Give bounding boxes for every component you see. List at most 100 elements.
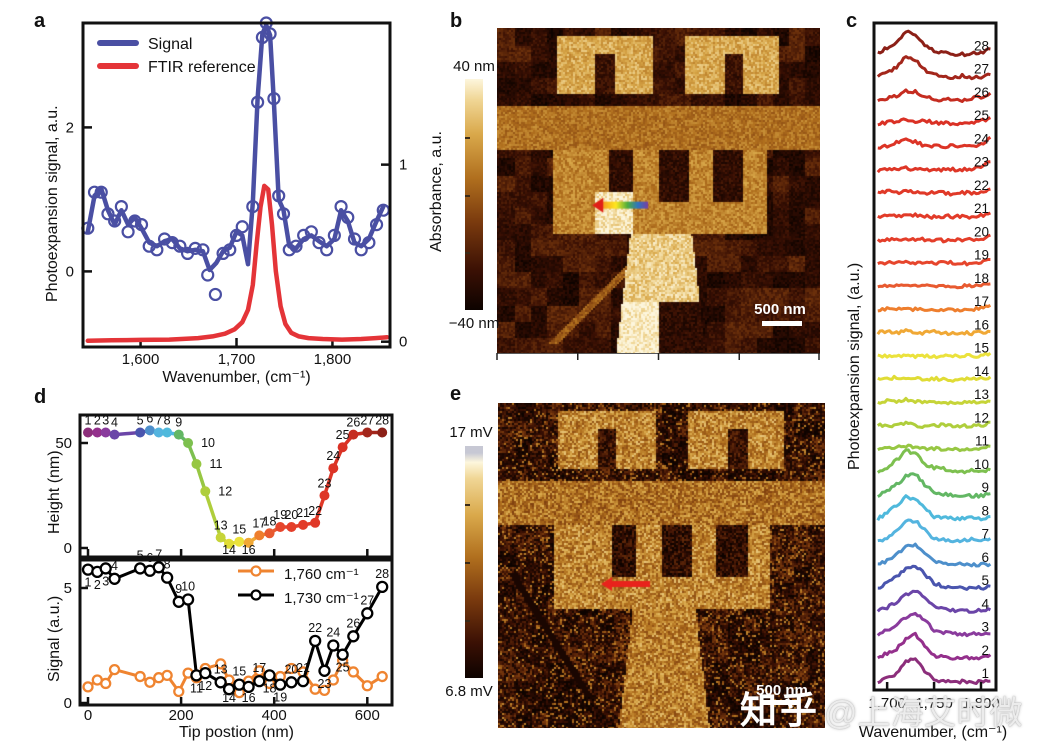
panel-b-colorbar xyxy=(465,79,483,310)
height-point-5 xyxy=(135,427,146,438)
spectrum-number-25: 25 xyxy=(974,108,989,123)
svg-text:1,700: 1,700 xyxy=(868,695,906,712)
height-point-2 xyxy=(92,427,103,438)
height-point-label-10: 10 xyxy=(201,436,215,450)
height-point-label-8: 8 xyxy=(164,414,171,428)
panel-b-scalebar-label: 500 nm xyxy=(754,301,806,318)
height-point-label-26: 26 xyxy=(346,416,360,430)
height-point-label-24: 24 xyxy=(326,449,340,463)
svg-text:1: 1 xyxy=(399,157,407,174)
spectrum-line-28 xyxy=(877,29,991,58)
spectrum-number-3: 3 xyxy=(981,620,989,635)
ftir-line-swatch xyxy=(96,59,140,77)
spectrum-line-14 xyxy=(877,374,992,383)
colorbar-tick xyxy=(465,136,470,139)
height-point-10 xyxy=(183,438,194,448)
svg-text:200: 200 xyxy=(169,707,194,724)
height-point-21 xyxy=(298,519,309,530)
spectrum-number-10: 10 xyxy=(974,457,989,472)
spectrum-line-5 xyxy=(877,564,991,591)
signal-point-label-6: 6 xyxy=(146,551,153,565)
spectrum-line-13 xyxy=(877,396,991,406)
legend-row-1730: 1,730 cm⁻¹ xyxy=(236,588,359,607)
ftir-reference-line xyxy=(85,183,390,344)
svg-text:50: 50 xyxy=(55,435,72,452)
panel-e-scalebar-label: 500 nm xyxy=(756,682,808,699)
panel-c-plot: 1234567891011121314151617181920212223242… xyxy=(868,29,1000,712)
signal-point-label-20: 20 xyxy=(284,662,298,676)
colorbar-tick xyxy=(465,194,470,197)
panel-b-colorbar-min: −40 nm xyxy=(448,315,500,332)
spectrum-line-4 xyxy=(876,589,992,614)
line-1730-swatch xyxy=(236,588,276,607)
spectrum-number-12: 12 xyxy=(974,410,989,425)
height-point-label-4: 4 xyxy=(111,416,118,430)
svg-text:1,800: 1,800 xyxy=(962,695,1000,712)
svg-text:0: 0 xyxy=(64,695,72,712)
signal-point-label-14: 14 xyxy=(222,691,236,705)
signal-point-label-28: 28 xyxy=(375,567,389,581)
spectrum-line-26 xyxy=(877,88,992,103)
signal-point-label-12: 12 xyxy=(198,679,212,693)
signal-point-label-16: 16 xyxy=(242,691,256,705)
signal-point-label-7: 7 xyxy=(155,547,162,561)
height-point-17 xyxy=(254,530,265,541)
height-point-1 xyxy=(83,427,93,438)
height-point-20 xyxy=(286,522,297,532)
svg-text:1,750: 1,750 xyxy=(915,695,953,712)
height-point-label-16: 16 xyxy=(242,543,256,557)
svg-text:0: 0 xyxy=(64,540,72,557)
height-point-15 xyxy=(234,536,245,547)
signal-point-label-19: 19 xyxy=(273,691,287,705)
panel-a-plot: 1,600 1,700 1,800 0 2 0 1 xyxy=(66,16,407,368)
panel-a-spectrum-chart: 1,600 1,700 1,800 0 2 0 1 xyxy=(66,16,407,368)
signal-point-label-8: 8 xyxy=(164,558,171,572)
signal-point-label-15: 15 xyxy=(232,665,246,679)
height-point-6 xyxy=(144,425,155,436)
signal-point-label-2: 2 xyxy=(94,578,101,592)
height-point-label-15: 15 xyxy=(232,523,246,537)
height-point-label-25: 25 xyxy=(336,428,350,442)
panel-b-axis xyxy=(496,352,820,360)
height-point-13 xyxy=(215,532,226,543)
spectrum-line-21 xyxy=(877,211,991,220)
panel-e-colorbar-max: 17 mV xyxy=(449,424,493,441)
spectrum-line-9 xyxy=(877,472,991,499)
height-point-22 xyxy=(310,517,321,528)
height-point-label-3: 3 xyxy=(102,414,109,428)
spectrum-line-22 xyxy=(877,187,991,197)
legend-label-signal: Signal xyxy=(148,36,193,53)
panel-a-ylabel-left: Photoexpansion signal, a.u. xyxy=(44,105,61,302)
panel-label-b: b xyxy=(450,10,463,32)
colorbar-tick xyxy=(465,252,470,255)
height-point-8 xyxy=(162,427,173,438)
panel-label-c: c xyxy=(846,10,858,32)
panel-a-frame xyxy=(81,21,392,349)
signal-point-label-4: 4 xyxy=(111,559,118,573)
height-point-label-27: 27 xyxy=(360,414,374,428)
signal-point-label-17: 17 xyxy=(252,661,266,675)
height-point-18 xyxy=(264,528,275,539)
spectrum-number-14: 14 xyxy=(974,364,990,379)
spectrum-number-7: 7 xyxy=(981,527,989,542)
legend-row-ftir: FTIR reference xyxy=(96,59,256,77)
spectrum-line-19 xyxy=(877,258,991,267)
panel-label-a: a xyxy=(34,10,46,32)
svg-text:1,600: 1,600 xyxy=(122,351,160,368)
height-point-27 xyxy=(362,427,373,438)
height-point-14 xyxy=(224,538,235,549)
spectrum-line-6 xyxy=(877,542,992,568)
panel-label-e: e xyxy=(450,383,462,405)
spectrum-line-17 xyxy=(877,303,992,313)
spectrum-number-4: 4 xyxy=(981,596,989,611)
spectrum-line-3 xyxy=(876,611,991,638)
panel-d-xlabel: Tip postion (nm) xyxy=(179,724,294,741)
signal-point-label-25: 25 xyxy=(336,661,350,675)
height-point-label-9: 9 xyxy=(175,416,182,430)
spectrum-line-1 xyxy=(877,657,991,685)
height-point-label-28: 28 xyxy=(375,414,389,428)
height-point-label-17: 17 xyxy=(252,516,266,530)
signal-markers xyxy=(81,16,390,302)
spectrum-line-23 xyxy=(876,160,991,174)
